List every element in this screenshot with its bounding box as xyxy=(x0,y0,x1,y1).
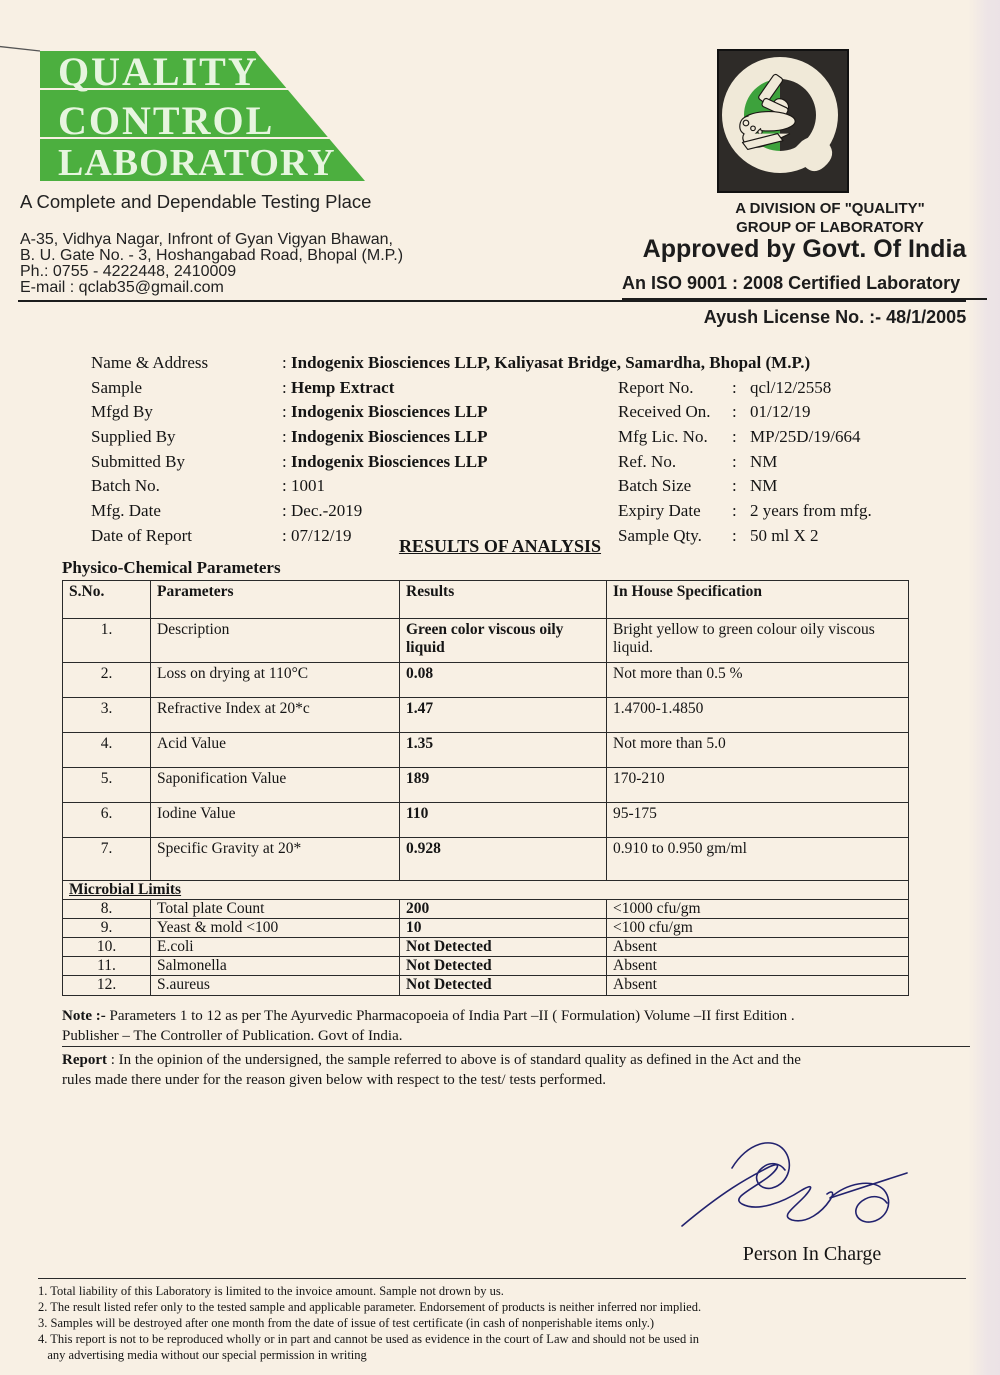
svg-text:CONTROL: CONTROL xyxy=(58,98,274,143)
svg-text:QUALITY: QUALITY xyxy=(58,49,259,94)
svg-text:LABORATORY: LABORATORY xyxy=(58,142,336,184)
